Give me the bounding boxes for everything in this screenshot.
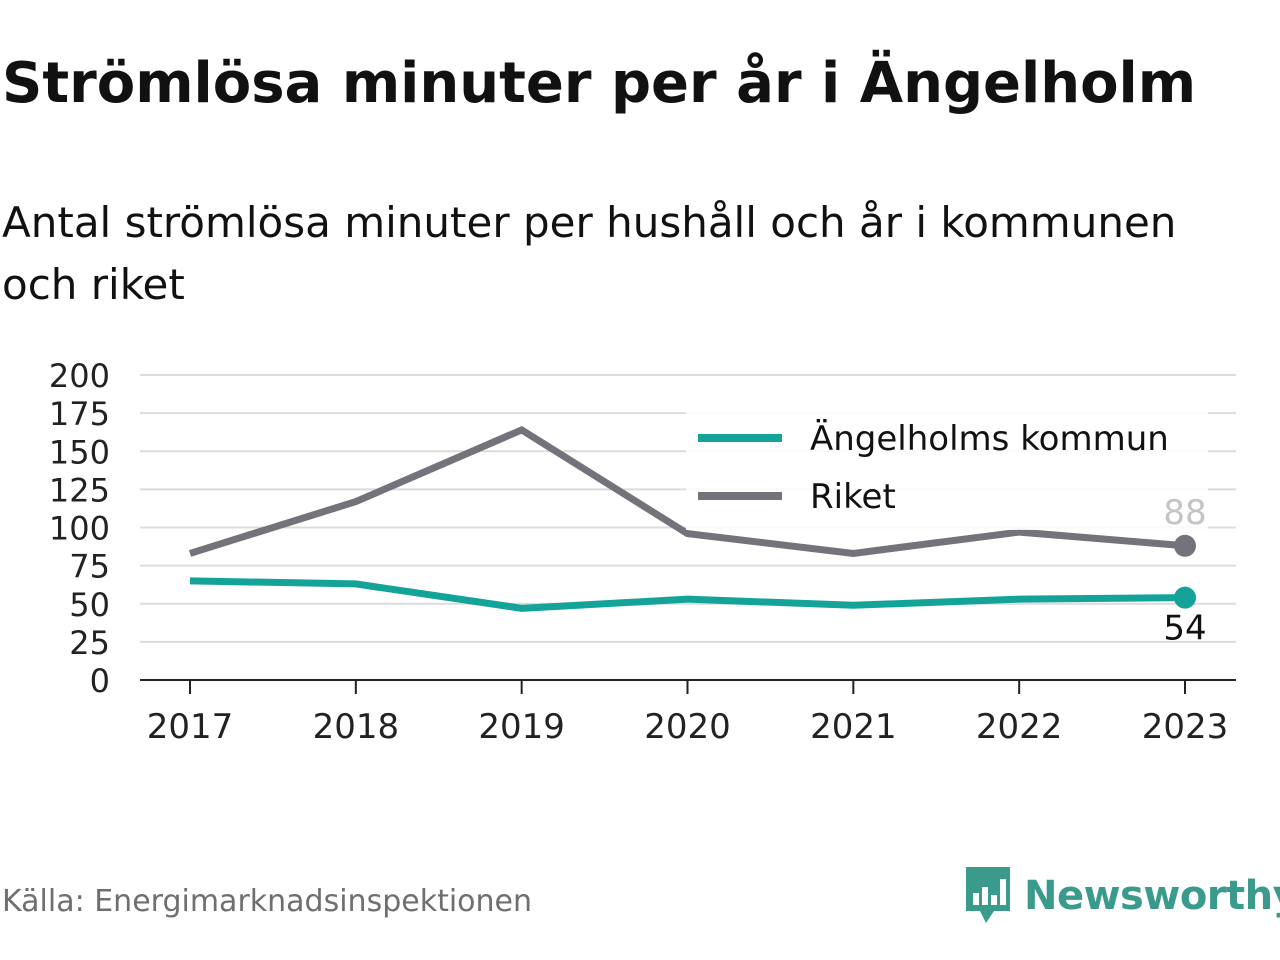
legend-background (686, 410, 1208, 530)
x-axis: 2017 2018 2019 2020 2021 2022 2023 (140, 679, 1236, 747)
series-end-marker-riket (1174, 534, 1196, 557)
end-labels: 88 54 (1163, 493, 1206, 649)
x-tick-label: 2018 (313, 707, 400, 747)
x-tick-label: 2019 (478, 707, 565, 747)
series-lines (188, 425, 1196, 612)
y-tick-label: 50 (69, 586, 110, 624)
brand-name: Newsworthy (1024, 873, 1280, 919)
chart-subtitle: Antal strömlösa minuter per hushåll och … (2, 198, 1177, 309)
series-end-marker-angelholms-kommun (1174, 586, 1196, 609)
legend-label: Riket (810, 477, 896, 517)
series-line-riket (188, 425, 1186, 557)
legend: Ängelholms kommun Riket (686, 410, 1208, 530)
legend-label: Ängelholms kommun (810, 419, 1169, 459)
bar-chart-speech-bubble-icon (966, 867, 1010, 923)
x-tick-label: 2021 (810, 707, 897, 747)
y-tick-label: 175 (49, 395, 110, 433)
y-tick-label: 200 (49, 357, 110, 395)
end-label-riket: 88 (1163, 493, 1206, 533)
end-label-angelholms-kommun: 54 (1163, 609, 1206, 649)
series-line-angelholms-kommun (189, 577, 1186, 612)
x-tick-label: 2023 (1142, 707, 1229, 747)
x-tick-label: 2022 (976, 707, 1063, 747)
x-tick-label: 2017 (147, 707, 234, 747)
source-note: Källa: Energimarknadsinspektionen (2, 884, 533, 919)
y-tick-label: 75 (69, 548, 110, 586)
x-tick-label: 2020 (644, 707, 731, 747)
brand-logo[interactable]: Newsworthy (962, 864, 1280, 928)
y-tick-label: 100 (49, 510, 110, 548)
y-tick-label: 25 (69, 624, 110, 662)
chart-title: Strömlösa minuter per år i Ängelholm (2, 51, 1197, 116)
y-tick-label: 125 (49, 471, 110, 509)
y-tick-label: 150 (49, 433, 110, 471)
y-tick-label: 0 (90, 662, 110, 700)
